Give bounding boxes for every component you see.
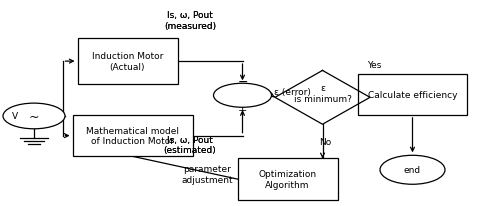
Circle shape <box>214 84 272 108</box>
Text: Is, ω, Pout
(measured): Is, ω, Pout (measured) <box>164 11 216 31</box>
Circle shape <box>3 104 65 129</box>
Text: Yes: Yes <box>367 60 381 69</box>
Text: ε (error): ε (error) <box>274 87 311 96</box>
Ellipse shape <box>380 156 445 184</box>
Text: Calculate efficiency: Calculate efficiency <box>368 90 457 99</box>
Text: parameter
adjustment: parameter adjustment <box>182 164 234 184</box>
FancyBboxPatch shape <box>72 115 192 157</box>
Text: ε
is minimum?: ε is minimum? <box>294 84 352 103</box>
Text: +: + <box>238 105 247 115</box>
FancyBboxPatch shape <box>358 74 468 115</box>
FancyBboxPatch shape <box>238 159 338 200</box>
Text: end: end <box>404 165 421 174</box>
Text: No: No <box>319 138 331 147</box>
Text: −: − <box>238 76 248 89</box>
Text: Is, ω, Pout
(measured): Is, ω, Pout (measured) <box>164 11 216 31</box>
Text: Is, ω, Pout
(estimated): Is, ω, Pout (estimated) <box>164 135 216 154</box>
Text: Is, ω, Pout
(estimated): Is, ω, Pout (estimated) <box>164 135 216 154</box>
Text: Induction Motor
(Actual): Induction Motor (Actual) <box>92 52 163 71</box>
Text: Optimization
Algorithm: Optimization Algorithm <box>258 170 316 189</box>
Text: Mathematical model
of Induction Motor: Mathematical model of Induction Motor <box>86 126 179 146</box>
Text: ~: ~ <box>29 110 39 123</box>
Polygon shape <box>275 71 370 125</box>
FancyBboxPatch shape <box>78 39 178 84</box>
Text: V: V <box>12 112 18 121</box>
